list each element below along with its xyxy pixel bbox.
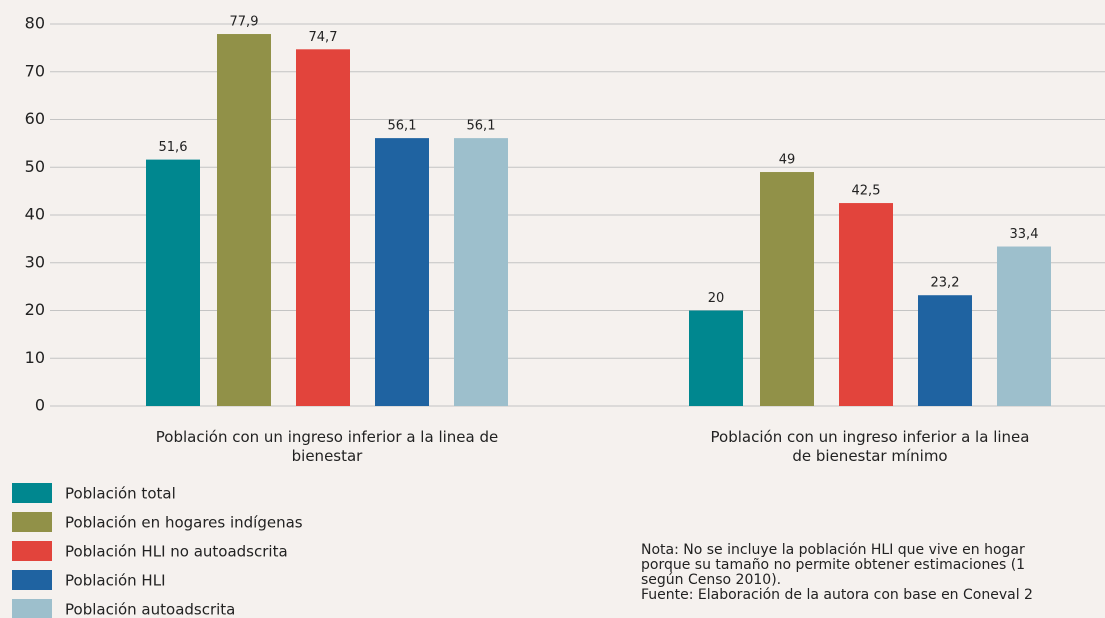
data-label: 33,4 [1010, 227, 1039, 242]
x-tick-label: Población con un ingreso inferior a la l… [155, 428, 499, 465]
data-label: 56,1 [388, 119, 417, 134]
bar [997, 246, 1051, 406]
legend-label: Población total [65, 485, 176, 503]
y-tick-label: 20 [25, 300, 45, 319]
legend-label: Población HLI no autoadscrita [65, 543, 288, 561]
legend-label: Población en hogares indígenas [65, 514, 303, 532]
data-label: 56,1 [467, 119, 496, 134]
legend-swatch [12, 512, 52, 532]
bar [217, 34, 271, 407]
bar [375, 138, 429, 406]
legend-label: Población autoadscrita [65, 601, 235, 618]
legend-swatch [12, 570, 52, 590]
legend-swatch [12, 599, 52, 618]
y-tick-label: 30 [25, 252, 45, 271]
data-label: 23,2 [931, 276, 960, 291]
data-label: 20 [708, 291, 725, 306]
bar [918, 295, 972, 406]
note-line: según Censo 2010). [641, 572, 782, 588]
note: Nota: No se incluye la población HLI que… [641, 543, 1033, 603]
data-label: 51,6 [159, 140, 188, 155]
y-tick-label: 80 [25, 14, 45, 33]
data-label: 74,7 [309, 30, 338, 45]
y-tick-label: 10 [25, 348, 45, 367]
bar [760, 172, 814, 406]
bar [689, 310, 743, 406]
note-line: porque su tamaño no permite obtener esti… [641, 557, 1026, 573]
y-tick-label: 50 [25, 157, 45, 176]
data-label: 42,5 [852, 184, 881, 199]
note-line: Fuente: Elaboración de la autora con bas… [641, 587, 1033, 603]
bar [146, 159, 200, 406]
data-label: 49 [779, 153, 796, 168]
note-line: Nota: No se incluye la población HLI que… [641, 542, 1025, 558]
bar [839, 203, 893, 406]
y-tick-label: 70 [25, 61, 45, 80]
legend-swatch [12, 483, 52, 503]
y-tick-label: 0 [35, 396, 45, 415]
bar [454, 138, 508, 406]
bar [296, 49, 350, 407]
y-tick-label: 40 [25, 205, 45, 224]
legend-swatch [12, 541, 52, 561]
x-tick-label: Población con un ingreso inferior a la l… [710, 428, 1030, 465]
y-tick-label: 60 [25, 109, 45, 128]
legend-label: Población HLI [65, 572, 166, 590]
data-label: 77,9 [230, 15, 259, 30]
